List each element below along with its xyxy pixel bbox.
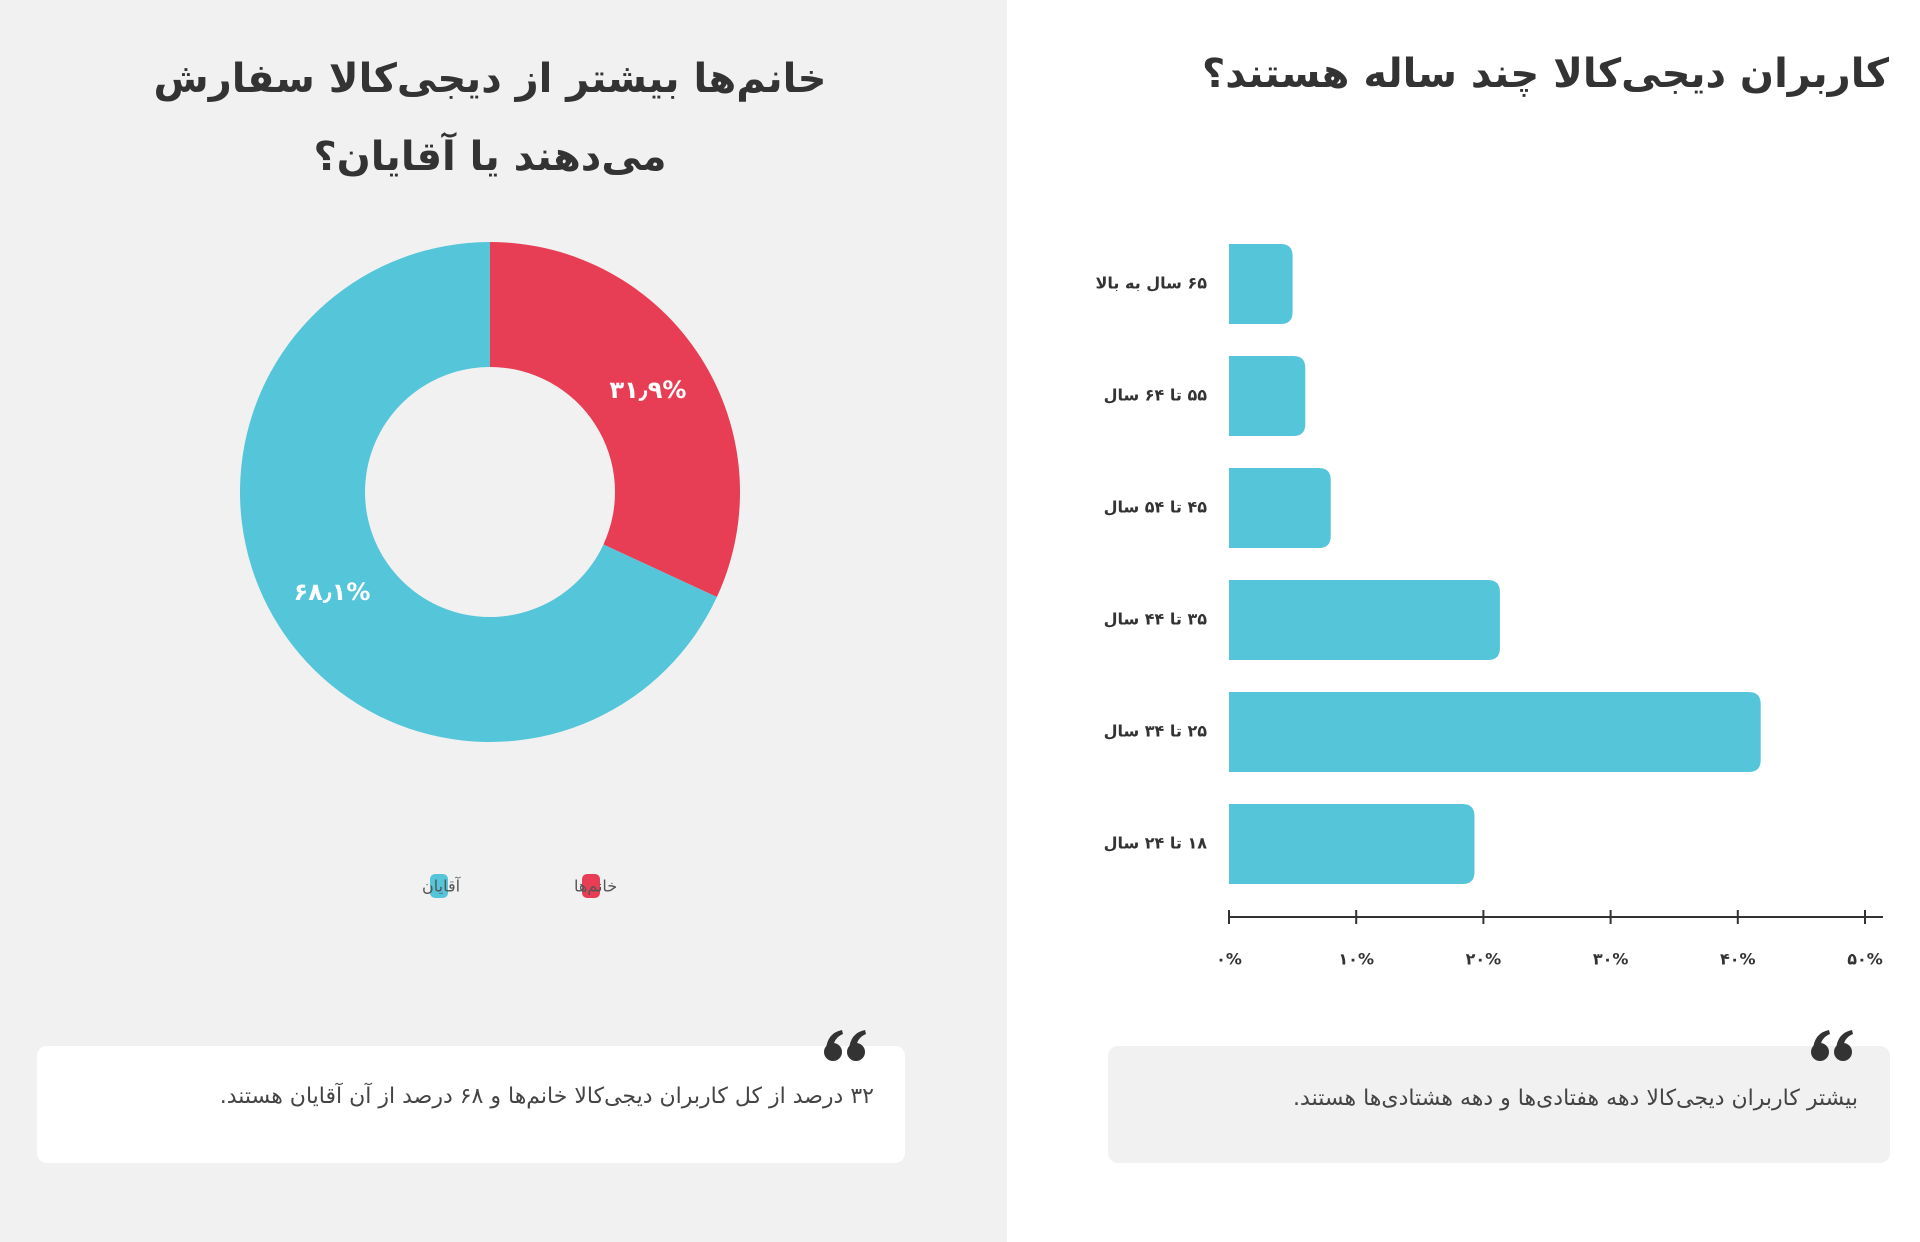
donut-slice [240,242,717,742]
bar [1229,692,1761,772]
x-tick-label: ۴۰% [1720,950,1756,969]
bar [1229,468,1331,548]
bar [1229,580,1500,660]
x-tick-label: ۱۰% [1338,950,1374,969]
x-tick-label: ۰% [1216,950,1242,969]
donut-slice [490,242,740,598]
y-tick-label: ۵۵ تا ۶۴ سال [1104,386,1208,405]
quote-icon [1811,1030,1853,1061]
legend-label: آقایان [422,877,462,896]
annotation: ۳۲ درصد از کل کاربران دیجی‌کالا خانم‌ها … [219,1084,874,1109]
data-label: ۳۱٫۹% [610,376,687,404]
legend-swatch [582,874,600,898]
bar [1229,244,1293,324]
legend-swatch [430,874,448,898]
bar [1229,804,1475,884]
y-tick-label: ۳۵ تا ۴۴ سال [1104,610,1208,629]
x-tick-label: ۳۰% [1593,950,1629,969]
bar [1229,356,1306,436]
legend-label: خانم‌ها [574,877,617,896]
chart-title: کاربران دیجی‌کالا چند ساله هستند؟ [1202,51,1889,97]
note-box [1108,1046,1890,1163]
data-label: ۶۸٫۱% [294,578,371,606]
quote-icon [824,1030,866,1061]
y-tick-label: ۶۵ سال به بالا [1095,274,1207,293]
x-tick-label: ۲۰% [1466,950,1502,969]
y-tick-label: ۴۵ تا ۵۴ سال [1104,498,1208,517]
x-tick-label: ۵۰% [1847,950,1883,969]
note-box [37,1046,905,1163]
annotation: بیشتر کاربران دیجی‌کالا دهه هفتادی‌ها و … [1293,1086,1858,1111]
chart-title: خانم‌ها بیشتر از دیجی‌کالا سفارش می‌دهند… [153,56,827,180]
y-tick-label: ۲۵ تا ۳۴ سال [1104,722,1208,741]
y-tick-label: ۱۸ تا ۲۴ سال [1104,834,1208,853]
